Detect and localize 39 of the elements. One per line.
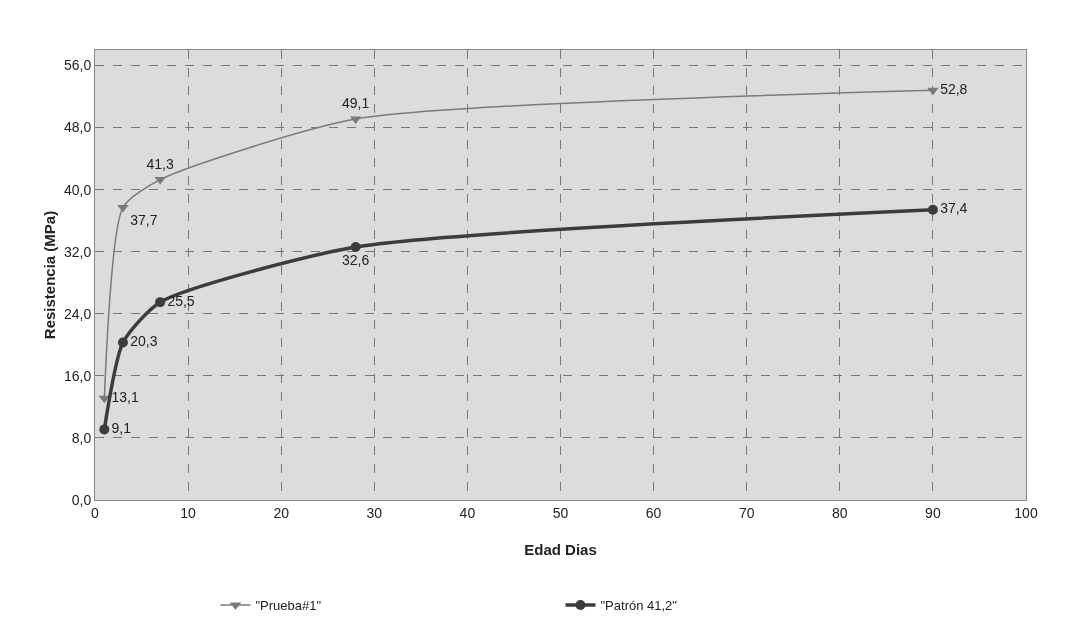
data-label: 37,7 xyxy=(130,212,158,229)
data-label: 49,1 xyxy=(342,95,370,112)
x-tick-label: 10 xyxy=(180,504,197,521)
x-tick-label: 90 xyxy=(925,504,941,521)
point xyxy=(117,337,128,348)
data-label: 52,8 xyxy=(940,80,968,97)
y-axis-title: Resistencia (MPa) xyxy=(41,210,58,340)
x-tick-label: 50 xyxy=(552,504,569,521)
x-tick-label: 20 xyxy=(273,504,290,521)
x-tick-label: 60 xyxy=(645,504,662,521)
x-tick-label: 0 xyxy=(91,504,100,521)
x-tick-label: 30 xyxy=(366,504,383,521)
data-label: 37,4 xyxy=(940,200,968,217)
data-label: 20,3 xyxy=(130,333,158,349)
data-label: 41,3 xyxy=(146,155,175,172)
data-label: 32,6 xyxy=(342,251,370,268)
legend-label: "Prueba#1" xyxy=(255,598,322,614)
x-axis-title: Edad Dias xyxy=(524,541,597,558)
data-label: 25,5 xyxy=(167,292,195,309)
point xyxy=(927,87,939,96)
y-tick-label: 0,0 xyxy=(71,491,92,508)
y-tick-label: 56,0 xyxy=(63,57,92,74)
x-tick-label: 70 xyxy=(738,504,755,521)
point xyxy=(927,204,938,215)
x-tick-label: 80 xyxy=(832,504,848,521)
y-tick-label: 48,0 xyxy=(63,119,92,136)
data-label: 13,1 xyxy=(111,388,140,405)
y-tick-label: 32,0 xyxy=(63,243,92,260)
y-tick-label: 40,0 xyxy=(63,181,92,198)
point xyxy=(350,242,361,253)
point xyxy=(155,297,166,308)
legend-label: "Patrón 41,2" xyxy=(600,598,678,614)
data-label: 9,1 xyxy=(111,419,132,436)
y-tick-label: 8,0 xyxy=(71,429,92,446)
x-tick-label: 40 xyxy=(459,504,476,521)
y-tick-label: 16,0 xyxy=(63,367,92,384)
point xyxy=(99,424,110,435)
x-tick-label: 100 xyxy=(1014,504,1038,521)
y-tick-label: 24,0 xyxy=(63,305,92,322)
